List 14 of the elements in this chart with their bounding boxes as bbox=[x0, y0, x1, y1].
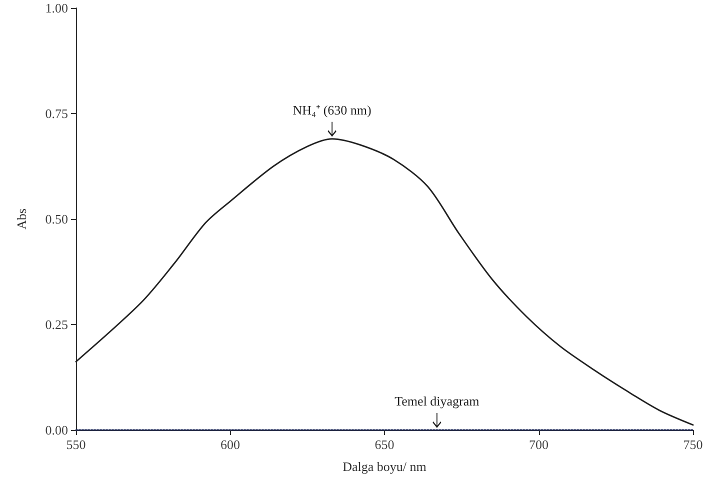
y-tick-label: 0.75 bbox=[45, 106, 68, 121]
x-tick-label: 550 bbox=[66, 437, 86, 452]
y-tick-label: 0.25 bbox=[45, 317, 68, 332]
x-tick-label: 650 bbox=[374, 437, 394, 452]
y-tick-label: 1.00 bbox=[45, 0, 68, 16]
annotation: NH₄⁺ (630 nm) bbox=[292, 102, 372, 118]
annotation: Temel diyagram bbox=[394, 394, 480, 409]
x-axis-title: Dalga boyu/ nm bbox=[342, 459, 426, 474]
y-axis-title: Abs bbox=[14, 208, 29, 230]
x-tick-label: 700 bbox=[529, 437, 548, 452]
x-tick-label: 750 bbox=[683, 437, 703, 452]
x-tick-label: 600 bbox=[220, 437, 240, 452]
y-tick-label: 0.50 bbox=[45, 212, 68, 226]
y-tick-label: 0.00 bbox=[45, 422, 68, 438]
